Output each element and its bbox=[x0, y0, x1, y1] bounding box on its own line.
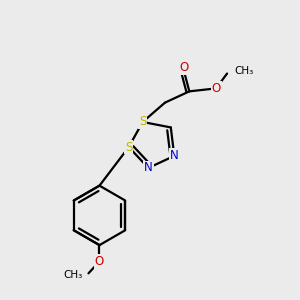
Text: S: S bbox=[139, 116, 146, 128]
Text: O: O bbox=[95, 255, 104, 268]
Text: N: N bbox=[144, 161, 153, 175]
Text: N: N bbox=[170, 149, 179, 162]
Text: CH₃: CH₃ bbox=[235, 65, 254, 76]
Text: O: O bbox=[179, 61, 189, 74]
Text: O: O bbox=[212, 82, 221, 95]
Text: S: S bbox=[125, 140, 133, 154]
Text: CH₃: CH₃ bbox=[64, 270, 83, 280]
